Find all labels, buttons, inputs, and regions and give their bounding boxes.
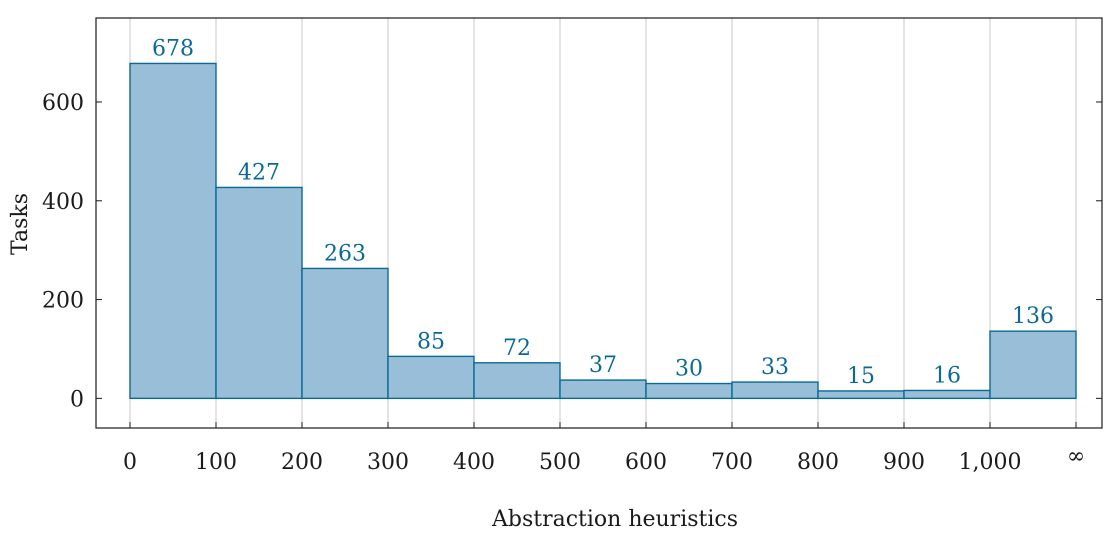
axis-layer: 0 100 200 300 400 500 600 700 800 900 1,000 ∞ 0 200 40…	[42, 91, 1102, 475]
bar-layer	[129, 62, 1077, 400]
y-tick-label: 600	[42, 91, 84, 116]
x-tick-label: 800	[797, 450, 839, 475]
data-label: 85	[417, 329, 445, 354]
data-label: 263	[324, 241, 366, 266]
data-label: 37	[589, 353, 617, 378]
x-tick-label: ∞	[1067, 444, 1085, 469]
data-label-layer: 678 427 263 85 72 37 30 33 15 16 136	[152, 36, 1054, 389]
bar	[301, 267, 389, 400]
y-tick-label: 200	[42, 289, 84, 314]
bar	[129, 62, 217, 400]
bar	[989, 330, 1077, 400]
data-label: 427	[238, 160, 280, 185]
x-tick-label: 900	[883, 450, 925, 475]
y-tick-label: 0	[70, 387, 84, 412]
bar	[817, 390, 905, 400]
data-label: 15	[847, 364, 875, 389]
x-tick-label: 500	[539, 450, 581, 475]
x-tick-label: 600	[625, 450, 667, 475]
x-tick-label: 700	[711, 450, 753, 475]
data-label: 30	[675, 357, 703, 382]
x-tick-label: 100	[195, 450, 237, 475]
bar	[731, 381, 819, 400]
data-label: 136	[1012, 304, 1054, 329]
x-tick-label: 1,000	[959, 450, 1022, 475]
bar	[559, 379, 647, 400]
x-tick-label: 200	[281, 450, 323, 475]
data-label: 16	[933, 363, 961, 388]
x-axis-label: Abstraction heuristics	[491, 507, 738, 532]
bar	[645, 382, 733, 400]
plot-frame	[95, 17, 1103, 429]
x-tick-label: 0	[123, 450, 137, 475]
bar	[473, 362, 561, 400]
data-label: 678	[152, 36, 194, 61]
x-tick-label: 400	[453, 450, 495, 475]
x-tick-label: 300	[367, 450, 409, 475]
bar	[215, 186, 303, 400]
bar	[903, 389, 991, 400]
data-label: 33	[761, 355, 789, 380]
y-axis-label: Tasks	[8, 193, 33, 255]
y-tick-label: 400	[42, 190, 84, 215]
data-label: 72	[503, 336, 531, 361]
bar	[387, 355, 475, 400]
